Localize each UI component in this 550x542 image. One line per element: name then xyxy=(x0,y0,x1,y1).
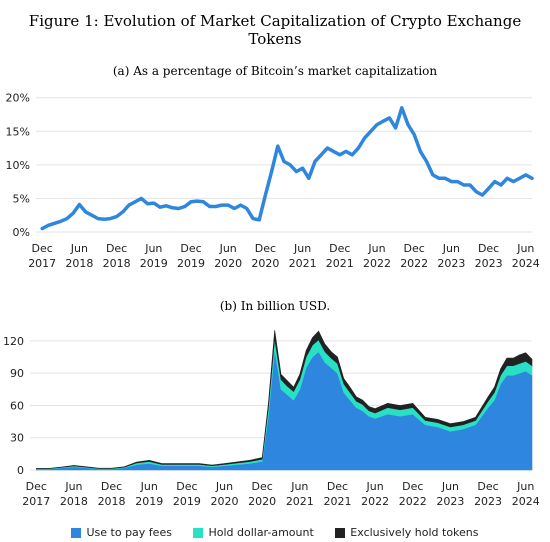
legend-swatch-hold-tokens xyxy=(335,527,346,538)
x-tick-label-0-9: Jun 2022 xyxy=(363,242,391,270)
x-tick-label-1-3: Jun 2019 xyxy=(135,480,163,508)
x-tick-label-1-1: Jun 2018 xyxy=(60,480,88,508)
legend-swatch-hold-dollar xyxy=(193,527,204,538)
x-tick-label-1-10: Dec 2022 xyxy=(399,480,427,508)
x-tick-label-0-13: Jun 2024 xyxy=(512,242,540,270)
y-tick-label-0-2: 10% xyxy=(6,159,30,172)
x-tick-label-0-8: Dec 2021 xyxy=(326,242,354,270)
legend-label-hold-dollar: Hold dollar-amount xyxy=(208,526,314,539)
x-tick-label-1-7: Jun 2021 xyxy=(286,480,314,508)
y-tick-label-0-1: 5% xyxy=(13,192,30,205)
y-tick-label-1-2: 60 xyxy=(10,399,24,412)
x-tick-label-1-2: Dec 2018 xyxy=(98,480,126,508)
x-tick-label-0-5: Jun 2020 xyxy=(214,242,242,270)
x-tick-label-1-5: Jun 2020 xyxy=(211,480,239,508)
x-tick-label-1-6: Dec 2020 xyxy=(248,480,276,508)
x-tick-label-0-3: Jun 2019 xyxy=(140,242,168,270)
y-tick-label-1-4: 120 xyxy=(3,335,24,348)
y-tick-label-1-3: 90 xyxy=(10,367,24,380)
subplot-b-title: (b) In billion USD. xyxy=(219,299,331,313)
x-tick-label-1-4: Dec 2019 xyxy=(173,480,201,508)
legend-label-hold-tokens: Exclusively hold tokens xyxy=(350,526,479,539)
area-exclusively-hold-tokens xyxy=(36,330,533,469)
x-tick-label-0-0: Dec 2017 xyxy=(28,242,56,270)
x-tick-label-0-6: Dec 2020 xyxy=(251,242,279,270)
y-tick-label-0-3: 15% xyxy=(6,125,30,138)
x-tick-label-1-11: Jun 2023 xyxy=(436,480,464,508)
x-tick-label-1-9: Jun 2022 xyxy=(361,480,389,508)
x-tick-label-0-7: Jun 2021 xyxy=(289,242,317,270)
legend-label-fees: Use to pay fees xyxy=(86,526,172,539)
x-tick-label-0-12: Dec 2023 xyxy=(475,242,503,270)
legend-item-hold-tokens: Exclusively hold tokens xyxy=(335,526,479,539)
x-tick-label-0-11: Jun 2023 xyxy=(437,242,465,270)
x-tick-label-1-12: Dec 2023 xyxy=(474,480,502,508)
x-tick-label-1-0: Dec 2017 xyxy=(22,480,50,508)
figure-title: Figure 1: Evolution of Market Capitaliza… xyxy=(28,12,522,48)
y-tick-label-1-0: 0 xyxy=(17,464,24,477)
subplot-a-title: (a) As a percentage of Bitcoin’s market … xyxy=(112,64,438,78)
series-line-btc-share xyxy=(40,106,534,231)
y-tick-label-0-4: 20% xyxy=(6,92,30,105)
x-tick-label-0-4: Dec 2019 xyxy=(177,242,205,270)
x-tick-label-0-1: Jun 2018 xyxy=(65,242,93,270)
legend-item-fees: Use to pay fees xyxy=(71,526,172,539)
y-tick-label-1-1: 30 xyxy=(10,432,24,445)
area-use-to-pay-fees xyxy=(36,349,533,471)
x-tick-label-0-2: Dec 2018 xyxy=(103,242,131,270)
x-tick-label-1-8: Dec 2021 xyxy=(323,480,351,508)
x-tick-label-0-10: Dec 2022 xyxy=(400,242,428,270)
x-tick-label-1-13: Jun 2024 xyxy=(512,480,540,508)
legend-item-hold-dollar: Hold dollar-amount xyxy=(193,526,314,539)
legend-swatch-fees xyxy=(71,527,82,538)
y-tick-label-0-0: 0% xyxy=(13,226,30,239)
legend: Use to pay fees Hold dollar-amount Exclu… xyxy=(0,526,550,541)
